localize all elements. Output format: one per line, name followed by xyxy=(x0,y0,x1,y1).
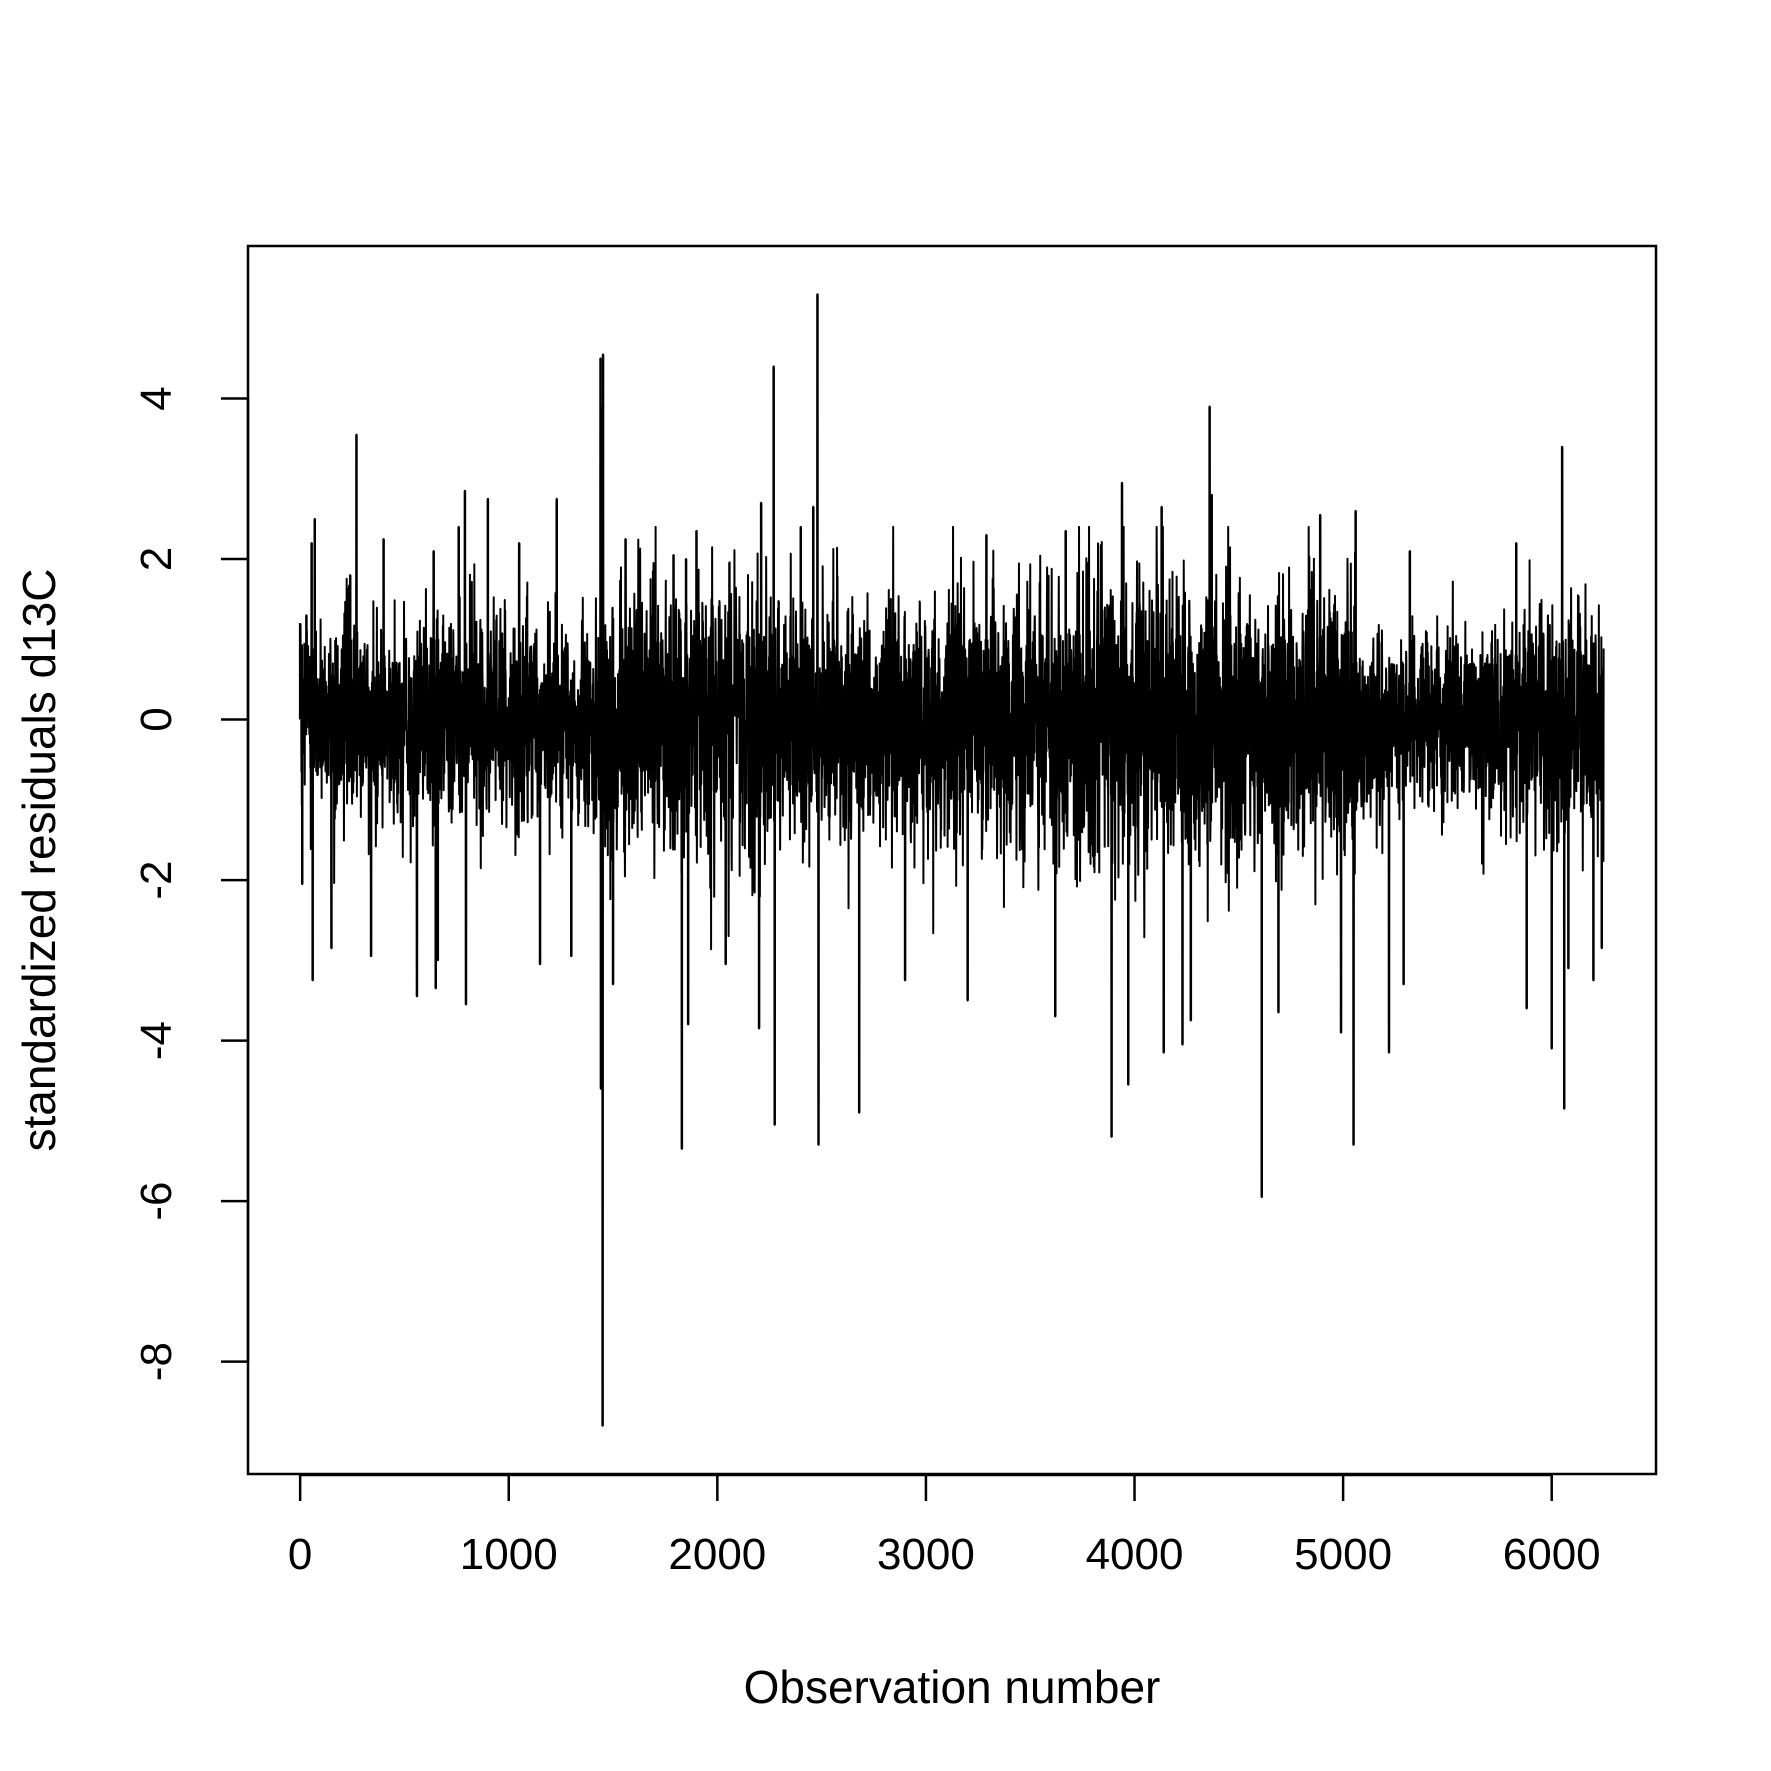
x-axis: 0 1000 2000 3000 4000 5000 6000 xyxy=(288,1473,1601,1579)
y-axis: -8 -6 -4 -2 0 2 4 xyxy=(132,386,250,1381)
x-tick-label: 1000 xyxy=(460,1530,558,1579)
y-tick-label: 0 xyxy=(132,707,181,731)
x-tick-label: 3000 xyxy=(877,1530,975,1579)
y-tick-label: -6 xyxy=(132,1182,181,1221)
y-axis-title: standardized residuals d13C xyxy=(13,568,65,1151)
y-tick-label: -2 xyxy=(132,861,181,900)
x-tick-label: 0 xyxy=(288,1530,312,1579)
x-tick-label: 5000 xyxy=(1294,1530,1392,1579)
x-tick-label: 4000 xyxy=(1086,1530,1184,1579)
x-tick-label: 2000 xyxy=(668,1530,766,1579)
y-tick-label: 4 xyxy=(132,386,181,410)
y-tick-label: 2 xyxy=(132,547,181,571)
residual-series-line xyxy=(299,293,1605,1427)
y-tick-label: -8 xyxy=(132,1342,181,1381)
x-tick-label: 6000 xyxy=(1503,1530,1601,1579)
x-axis-title: Observation number xyxy=(744,1661,1161,1713)
y-tick-label: -4 xyxy=(132,1021,181,1060)
series-layer xyxy=(298,293,1605,1427)
